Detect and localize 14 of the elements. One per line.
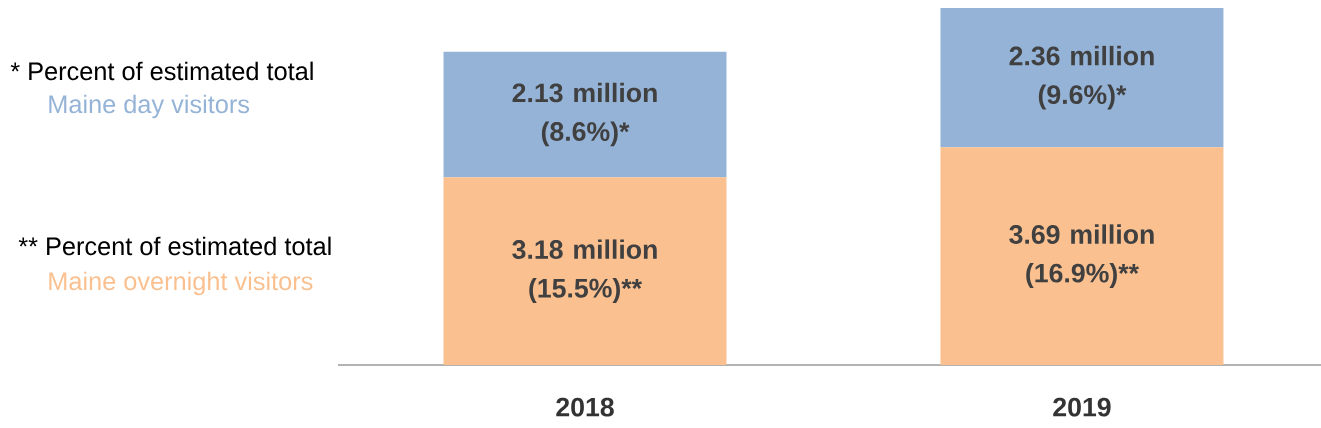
bar (940, 7, 1224, 148)
data-label: 2.13 million (8.6%)* (512, 82, 657, 147)
text: Maine day visitors (49, 94, 250, 119)
text: ** Percent of estimated total (18, 236, 331, 256)
data-label: 3.18 million (15.5%)** (512, 239, 657, 303)
bar (443, 51, 727, 178)
bar (443, 177, 727, 365)
data-label: 2.36 million (9.6%)* (1009, 45, 1154, 110)
text: * Percent of estimated total (10, 61, 313, 81)
data-label: 3.69 million (16.9%)** (1009, 224, 1154, 288)
text: Maine overnight visitors (49, 271, 313, 296)
bar (940, 147, 1224, 365)
x-tick-label: 2018 (556, 397, 614, 417)
x-tick-label: 2019 (1053, 397, 1111, 417)
